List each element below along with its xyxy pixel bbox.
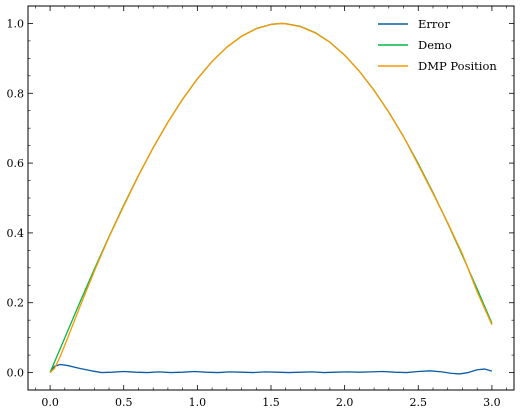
series-line-0 [49,363,493,375]
y-tick-label: 1.0 [7,17,25,30]
series-line-2 [49,22,493,374]
x-tick-label: 0.0 [41,396,59,409]
y-tick-label: 0.8 [7,87,25,100]
y-tick-label: 0.4 [7,227,25,240]
x-tick-label: 3.0 [483,396,501,409]
plot-area [27,5,515,391]
legend: Error Demo DMP Position [378,17,497,73]
x-tick-label: 1.5 [262,396,280,409]
tick-layer: 0.0 0.5 1.0 1.5 2.0 2.5 3.0 0.0 0.2 0.4 0.6 0.8 1.0 [7,5,514,409]
y-tick-label: 0.6 [7,157,25,170]
x-tick-label: 1.0 [189,396,207,409]
x-tick-label: 2.5 [410,396,428,409]
series-layer [49,22,493,375]
x-tick-label: 0.5 [115,396,133,409]
legend-label: Demo [418,38,452,52]
legend-label: DMP Position [418,59,497,73]
y-tick-label: 0.2 [7,297,25,310]
x-tick-label: 2.0 [336,396,354,409]
legend-label: Error [418,17,450,31]
y-tick-label: 0.0 [7,367,25,380]
